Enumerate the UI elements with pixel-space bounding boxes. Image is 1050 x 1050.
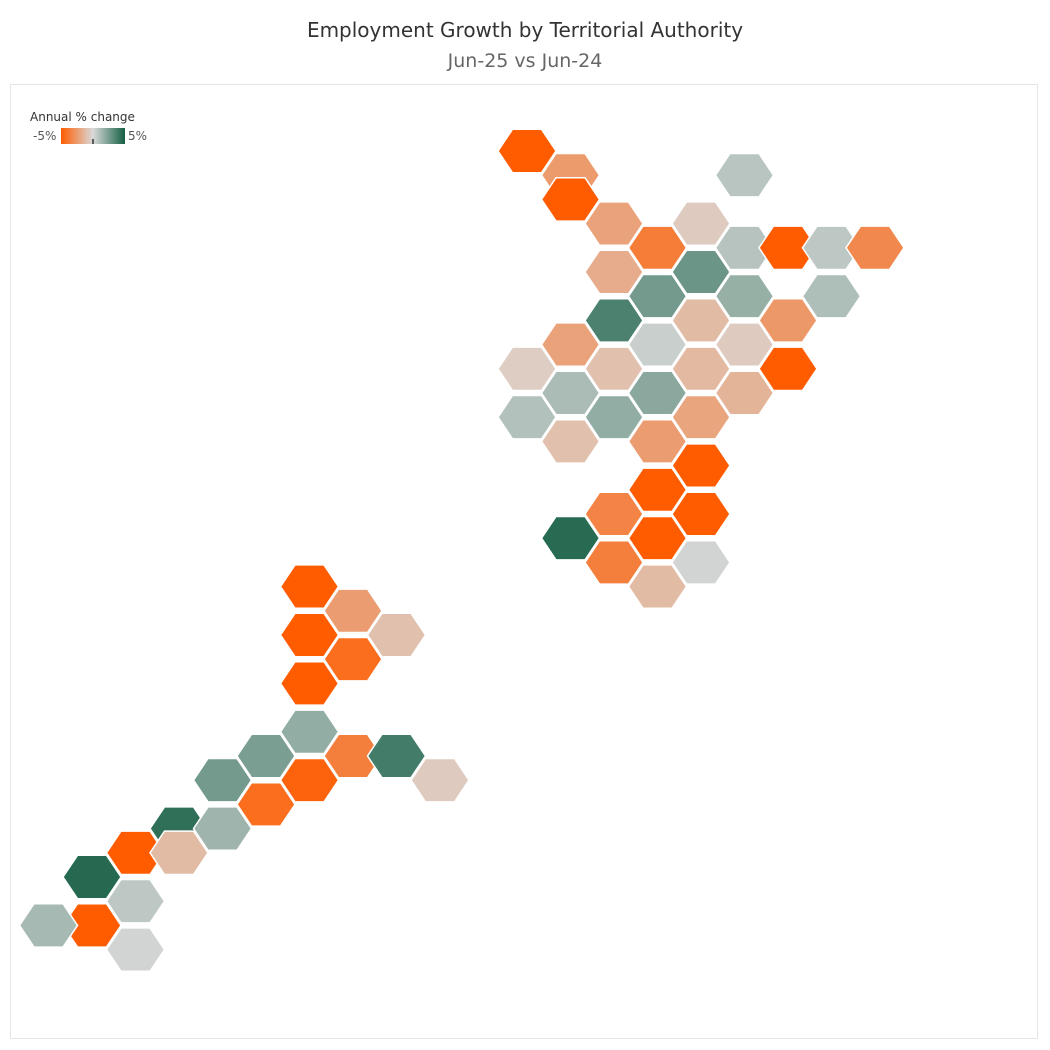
color-legend: Annual % change -5% 5%: [20, 106, 180, 152]
hex-tile[interactable]: [671, 346, 731, 392]
hex-tile[interactable]: [279, 660, 340, 706]
map-frame: [10, 84, 1038, 1039]
hex-tile[interactable]: [497, 128, 557, 174]
hex-tile[interactable]: [323, 588, 383, 634]
hex-tile[interactable]: [540, 322, 601, 368]
hex-tile[interactable]: [627, 322, 688, 368]
hex-tile[interactable]: [540, 370, 601, 416]
hex-tile[interactable]: [671, 539, 731, 585]
hex-tile[interactable]: [279, 757, 340, 803]
legend-gradient-fill: [61, 128, 125, 144]
hex-tile[interactable]: [627, 515, 688, 561]
hex-tile[interactable]: [627, 564, 688, 610]
hex-tile[interactable]: [192, 806, 253, 852]
hex-tile[interactable]: [627, 467, 688, 513]
hex-tile[interactable]: [801, 225, 862, 271]
hex-tile[interactable]: [671, 443, 731, 489]
hex-tile[interactable]: [671, 249, 731, 295]
hex-tile[interactable]: [497, 394, 557, 440]
hex-tile[interactable]: [671, 297, 731, 343]
hex-tile[interactable]: [366, 612, 427, 658]
hex-tile[interactable]: [584, 394, 644, 440]
hex-tile[interactable]: [714, 322, 775, 368]
hex-tile[interactable]: [323, 636, 383, 682]
hex-tile[interactable]: [540, 418, 601, 464]
legend-max-label: 5%: [128, 129, 148, 143]
hex-tile[interactable]: [584, 249, 644, 295]
hex-tile[interactable]: [18, 902, 79, 948]
hex-tile[interactable]: [366, 733, 427, 779]
hex-tile[interactable]: [671, 201, 731, 247]
legend-min-label: -5%: [33, 129, 57, 143]
hex-tile[interactable]: [279, 564, 340, 610]
hex-tile[interactable]: [714, 225, 775, 271]
hex-tile[interactable]: [497, 346, 557, 392]
legend-gradient-bar: [61, 128, 125, 144]
hex-tile[interactable]: [627, 418, 688, 464]
hex-tile[interactable]: [758, 297, 818, 343]
hex-tile[interactable]: [584, 297, 644, 343]
hex-tile[interactable]: [845, 225, 905, 271]
hex-tile[interactable]: [105, 927, 166, 973]
hex-tile[interactable]: [627, 273, 688, 319]
hex-tile[interactable]: [62, 854, 122, 900]
hex-tile[interactable]: [584, 346, 644, 392]
hex-tile[interactable]: [236, 733, 296, 779]
hex-tile[interactable]: [540, 515, 601, 561]
hex-tile[interactable]: [671, 394, 731, 440]
hex-tile[interactable]: [105, 830, 166, 876]
hex-tile[interactable]: [671, 491, 731, 537]
hex-tile[interactable]: [279, 612, 340, 658]
chart-title: Employment Growth by Territorial Authori…: [306, 18, 744, 42]
hex-tile[interactable]: [627, 370, 688, 416]
hex-tile[interactable]: [758, 346, 818, 392]
hex-tile[interactable]: [714, 273, 775, 319]
hex-tile[interactable]: [323, 733, 383, 779]
hex-tile[interactable]: [279, 709, 340, 755]
hex-tile[interactable]: [149, 830, 209, 876]
hex-tile[interactable]: [105, 878, 166, 924]
hex-tile[interactable]: [584, 491, 644, 537]
hex-tile[interactable]: [758, 225, 818, 271]
hex-tile[interactable]: [540, 176, 601, 222]
hex-tile[interactable]: [584, 201, 644, 247]
legend-title: Annual % change: [30, 110, 135, 124]
chart-subtitle: Jun-25 vs Jun-24: [447, 50, 603, 72]
hex-tile[interactable]: [236, 781, 296, 827]
hex-tile[interactable]: [801, 273, 862, 319]
hex-tile[interactable]: [192, 757, 253, 803]
hex-tile[interactable]: [584, 539, 644, 585]
hex-tile[interactable]: [410, 757, 470, 803]
hex-tile[interactable]: [714, 370, 775, 416]
hex-tile[interactable]: [714, 152, 775, 198]
hex-tile[interactable]: [627, 225, 688, 271]
